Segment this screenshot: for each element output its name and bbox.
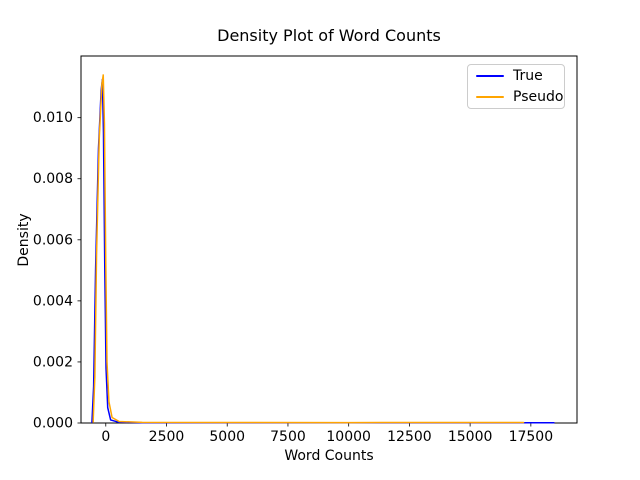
y-axis-tick-label: 0.004 (33, 293, 73, 309)
x-axis-tick-label: 10000 (326, 429, 371, 445)
y-axis-tick-label: 0.002 (33, 354, 73, 370)
x-axis-tick-label: 17500 (509, 429, 554, 445)
y-axis-tick-label: 0.008 (33, 171, 73, 187)
legend: True Pseudo (467, 64, 565, 109)
legend-swatch-true-line (476, 75, 504, 78)
x-axis-tick-label: 5000 (209, 429, 245, 445)
legend-label: Pseudo (513, 88, 564, 105)
series-line-pseudo (92, 74, 525, 424)
legend-entry-true: True (468, 66, 564, 87)
x-axis-tick-label: 0 (101, 429, 110, 445)
y-axis-tick-label: 0.000 (33, 416, 73, 432)
x-axis-tick-label: 12500 (387, 429, 432, 445)
x-axis-tick-label: 7500 (270, 429, 306, 445)
legend-entry-pseudo: Pseudo (468, 87, 564, 108)
x-axis-tick-label: 2500 (149, 429, 185, 445)
chart-title: Density Plot of Word Counts (217, 26, 441, 45)
x-axis-label: Word Counts (284, 448, 374, 464)
y-axis-tick-label: 0.006 (33, 232, 73, 248)
y-axis-tick-label: 0.010 (33, 110, 73, 126)
x-axis-tick-label: 15000 (448, 429, 493, 445)
axis-frame (80, 55, 578, 424)
legend-label: True (513, 68, 543, 85)
legend-swatch-pseudo-line (476, 95, 504, 98)
